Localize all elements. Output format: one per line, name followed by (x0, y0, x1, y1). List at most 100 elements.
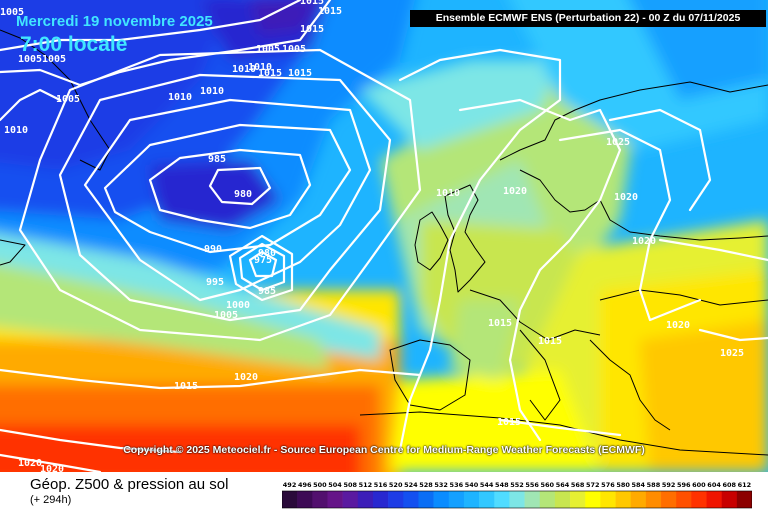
legend-tick-label: 524 (404, 481, 418, 489)
isobar-label: 1010 (248, 62, 272, 73)
legend-tick-label: 596 (677, 481, 691, 489)
isobar-label: 1025 (720, 348, 744, 359)
legend-tick-label: 584 (632, 481, 646, 489)
isobar-label: 1005 (256, 44, 280, 55)
isobar-label: 1020 (632, 236, 656, 247)
legend-footer: Géop. Z500 & pression au sol (+ 294h) 49… (0, 472, 768, 512)
isobar-label: 1020 (40, 464, 64, 472)
legend-swatch (736, 491, 752, 508)
legend-swatch (342, 491, 359, 508)
legend-swatch (615, 491, 632, 508)
legend-swatch (448, 491, 465, 508)
legend-tick-label: 580 (616, 481, 630, 489)
legend-swatch (327, 491, 343, 508)
isobar-label: 1015 (538, 336, 562, 347)
legend-swatch (691, 491, 707, 508)
isobar-label: 1020 (666, 320, 690, 331)
geopotential-field (0, 0, 768, 472)
legend-tick-label: 492 (283, 481, 297, 489)
legend-tick-label: 548 (495, 481, 509, 489)
legend-swatch (721, 491, 738, 508)
isobar-label: 980 (234, 189, 252, 200)
isobar-label: 1005 (282, 44, 306, 55)
legend-swatch (539, 491, 556, 508)
legend-swatch (418, 491, 434, 508)
legend-swatch (676, 491, 692, 508)
legend-tick-label: 516 (374, 481, 388, 489)
legend-tick-label: 552 (510, 481, 524, 489)
isobar-label: 1005 (18, 54, 42, 65)
legend-swatch (282, 491, 298, 508)
copyright-text: Copyright © 2025 Meteociel.fr - Source E… (123, 444, 645, 456)
isobar-label: 975 (254, 255, 272, 266)
isobar-label: 1015 (288, 68, 312, 79)
legend-swatch (645, 491, 662, 508)
coastlines (0, 29, 768, 456)
isobar-label: 990 (204, 244, 222, 255)
legend-swatch (312, 491, 328, 508)
legend-tick-label: 588 (647, 481, 661, 489)
legend-swatch (661, 491, 677, 508)
isobars (0, 0, 768, 472)
legend-tick-label: 608 (722, 481, 736, 489)
lead-time: (+ 294h) (30, 494, 72, 506)
legend-swatch (372, 491, 389, 508)
legend-tick-label: 536 (450, 481, 464, 489)
legend-tick-label: 540 (465, 481, 479, 489)
isobar-label: 985 (208, 154, 226, 165)
isobar-label: 1000 (226, 300, 250, 311)
legend-tick-label: 532 (434, 481, 448, 489)
legend-tick-label: 560 (541, 481, 555, 489)
legend-tick-label: 612 (738, 481, 752, 489)
legend-tick-label: 556 (525, 481, 539, 489)
legend-swatch (479, 491, 495, 508)
legend-tick-label: 528 (419, 481, 433, 489)
legend-swatch (297, 491, 313, 508)
isobar-label: 1005 (0, 7, 24, 18)
isobar-label: 1015 (318, 6, 342, 17)
isobar-label: 1015 (300, 24, 324, 35)
forecast-date: Mercredi 19 novembre 2025 (16, 13, 213, 30)
legend-swatch (403, 491, 419, 508)
isobar-label: 1010 (200, 86, 224, 97)
legend-tick-label: 564 (556, 481, 570, 489)
legend-tick-label: 520 (389, 481, 403, 489)
isobar-label: 1010 (436, 188, 460, 199)
isobar-label: 1020 (614, 192, 638, 203)
legend-border (282, 490, 752, 509)
legend-swatch (357, 491, 374, 508)
legend-tick-label: 592 (662, 481, 676, 489)
isobar-label: 1020 (18, 458, 42, 469)
isobar-label: 1015 (174, 381, 198, 392)
isobar-label: 1010 (4, 125, 28, 136)
legend-swatch (494, 491, 510, 508)
isobar-label: 1010 (232, 64, 256, 75)
legend-swatch (524, 491, 541, 508)
isobar-label: 1015 (497, 417, 521, 428)
isobar-label: 1005 (42, 54, 66, 65)
isobar-label: 1005 (214, 310, 238, 321)
isobar-label: 1025 (606, 137, 630, 148)
isobar-label: 1020 (234, 372, 258, 383)
isobar-label: 1015 (258, 68, 282, 79)
legend-tick-label: 604 (707, 481, 721, 489)
legend-swatch (600, 491, 616, 508)
legend-swatch (554, 491, 571, 508)
legend-tick-label: 572 (586, 481, 600, 489)
legend-tick-label: 600 (692, 481, 706, 489)
legend-swatch (630, 491, 647, 508)
legend-tick-label: 500 (313, 481, 327, 489)
local-time: 7:00 locale (20, 33, 128, 56)
legend-tick-label: 508 (343, 481, 357, 489)
legend-tick-label: 512 (359, 481, 373, 489)
isobar-label: 980 (258, 248, 276, 259)
legend-swatch (388, 491, 404, 508)
legend-tick-label: 496 (298, 481, 312, 489)
legend-tick-label: 504 (328, 481, 342, 489)
isobar-label: 1005 (56, 94, 80, 105)
legend-tick-label: 576 (601, 481, 615, 489)
run-info-banner: Ensemble ECMWF ENS (Perturbation 22) - 0… (410, 10, 766, 27)
